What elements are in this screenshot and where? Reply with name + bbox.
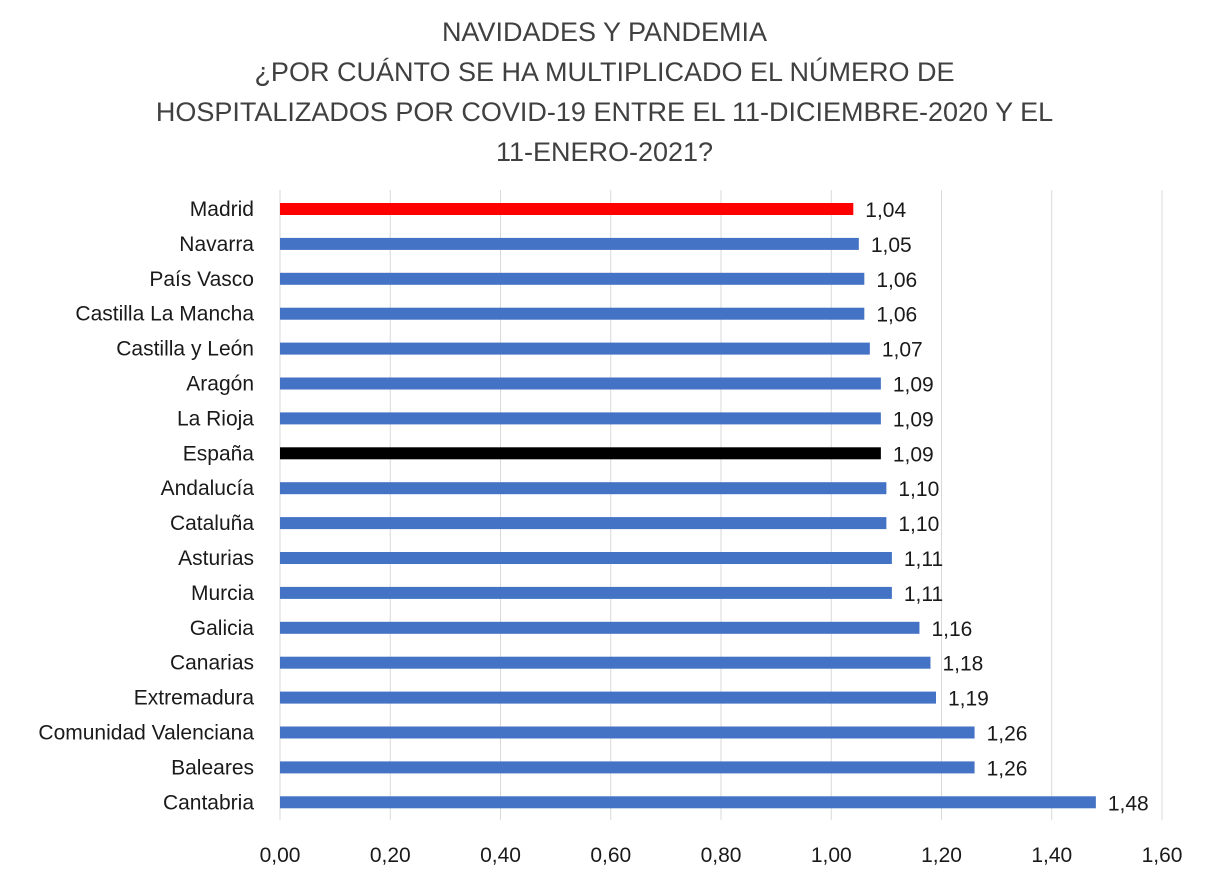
bar	[280, 377, 881, 390]
category-label: País Vasco	[149, 268, 254, 291]
bar	[280, 796, 1096, 809]
data-label: 1,06	[876, 304, 917, 327]
category-label: Galicia	[190, 617, 255, 640]
chart-title-line-1: NAVIDADES Y PANDEMIA	[441, 17, 768, 47]
data-label: 1,19	[948, 688, 989, 711]
data-label: 1,11	[904, 583, 943, 606]
bar	[280, 586, 892, 599]
data-label: 1,09	[893, 374, 934, 397]
category-label: Canarias	[170, 652, 254, 675]
bar	[280, 726, 975, 739]
category-label: Cantabria	[163, 791, 254, 814]
data-label: 1,10	[898, 513, 939, 536]
bar	[280, 482, 887, 495]
category-label: La Rioja	[177, 407, 254, 430]
bar	[280, 342, 870, 355]
data-label: 1,48	[1108, 792, 1149, 815]
category-label: Baleares	[171, 756, 254, 779]
data-label: 1,18	[942, 653, 983, 676]
category-label: Castilla La Mancha	[75, 303, 254, 326]
x-tick-label: 1,40	[1031, 844, 1072, 867]
x-tick-label: 1,20	[921, 844, 962, 867]
data-label: 1,07	[882, 339, 923, 362]
category-label: Aragón	[186, 373, 254, 396]
data-label: 1,09	[893, 408, 934, 431]
data-label: 1,06	[876, 269, 917, 292]
chart-title-line-4: 11-ENERO-2021?	[495, 137, 714, 167]
x-tick-label: 1,60	[1142, 844, 1183, 867]
x-tick-label: 0,40	[480, 844, 521, 867]
chart-title-line-3: HOSPITALIZADOS POR COVID-19 ENTRE EL 11-…	[155, 97, 1054, 127]
data-label: 1,16	[931, 618, 972, 641]
category-labels: Madrid Navarra País Vasco Castilla La Manch…	[38, 198, 254, 814]
data-label: 1,11	[904, 548, 943, 571]
category-label: Extremadura	[134, 687, 255, 710]
bar	[280, 691, 936, 704]
bar	[280, 621, 920, 634]
category-label: Castilla y León	[116, 338, 254, 361]
gridlines	[279, 190, 1163, 820]
bar	[280, 237, 859, 250]
x-tick-label: 0,20	[370, 844, 411, 867]
bar	[280, 517, 887, 530]
category-label: Andalucía	[161, 477, 255, 500]
bars	[280, 203, 1096, 809]
data-label: 1,26	[987, 723, 1028, 746]
data-label: 1,09	[893, 443, 934, 466]
category-label: España	[183, 442, 255, 465]
x-axis-tick-labels: 0,00 0,20 0,40 0,60 0,80 1,00 1,20 1,40 1,60	[260, 844, 1183, 867]
category-label: Navarra	[179, 233, 254, 256]
chart-title-line-2: ¿POR CUÁNTO SE HA MULTIPLICADO EL NÚMERO…	[254, 57, 955, 87]
bar	[280, 203, 854, 215]
bar	[280, 272, 865, 285]
category-label: Madrid	[190, 198, 254, 221]
bar	[280, 412, 881, 425]
bar	[280, 761, 975, 774]
x-tick-label: 1,00	[811, 844, 852, 867]
data-label: 1,26	[987, 757, 1028, 780]
x-tick-label: 0,00	[260, 844, 301, 867]
category-label: Comunidad Valenciana	[38, 722, 254, 745]
category-label: Cataluña	[170, 512, 254, 535]
bar	[280, 552, 892, 564]
x-tick-label: 0,60	[590, 844, 631, 867]
data-label: 1,10	[898, 478, 939, 501]
bar	[280, 307, 865, 320]
category-label: Murcia	[191, 582, 254, 605]
chart-title: NAVIDADES Y PANDEMIA ¿POR CUÁNTO SE HA M…	[0, 12, 1209, 172]
bar	[280, 447, 881, 460]
data-label: 1,04	[865, 199, 906, 222]
data-label: 1,05	[871, 234, 912, 257]
x-tick-label: 0,80	[701, 844, 742, 867]
category-label: Asturias	[178, 547, 254, 570]
bar	[280, 656, 931, 669]
data-labels: 1,04 1,05 1,06 1,06 1,07 1,09 1,09 1,09 1,10 1,10…	[865, 199, 1148, 815]
